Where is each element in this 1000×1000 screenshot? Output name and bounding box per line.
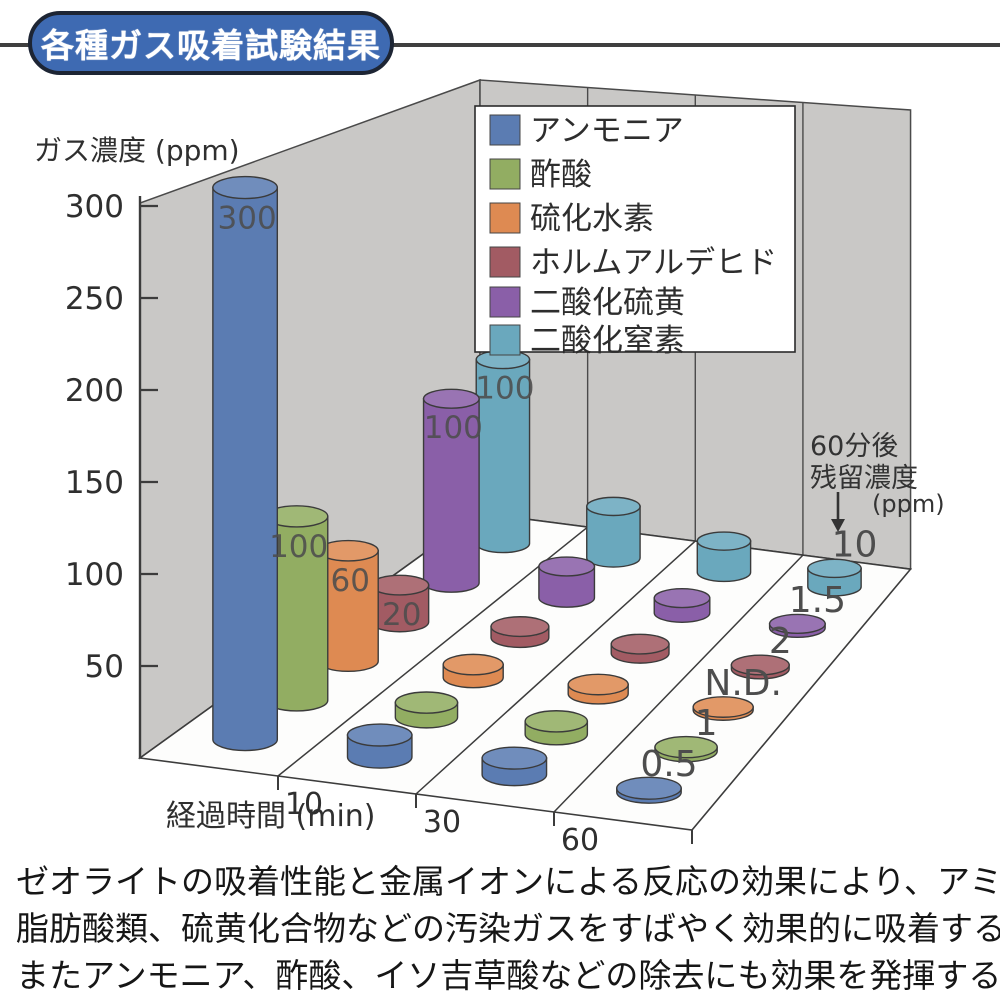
y-tick-label: 50 — [85, 649, 124, 685]
y-axis-title: ガス濃度 (ppm) — [34, 134, 240, 167]
header-rule — [0, 43, 1000, 47]
cylinder-ホルムアルデヒド-t60 — [730, 654, 790, 680]
floor-strip-line — [277, 526, 589, 777]
cylinder-top — [346, 723, 413, 747]
legend-swatch-二酸化硫黄 — [489, 286, 521, 318]
legend-swatch-ホルムアルデヒド — [489, 246, 521, 278]
cylinder-top — [370, 574, 430, 596]
cylinder-酢酸-t10 — [394, 691, 459, 729]
x-tick-label: 60 — [561, 823, 599, 856]
cylinder-硫化水素-t0 — [317, 539, 379, 673]
legend-label-硫化水素: 硫化水素 — [530, 201, 654, 237]
cylinder-top — [490, 616, 550, 638]
cylinder-アンモニア-t60 — [616, 776, 682, 804]
cylinder-top — [616, 776, 682, 800]
cylinder-硫化水素-t30 — [567, 673, 629, 705]
down-arrow-head-icon — [831, 519, 845, 532]
cylinder-top — [696, 531, 752, 551]
residual-value-label: 1.5 — [789, 580, 846, 621]
x-tick-label: 10 — [285, 787, 323, 822]
cylinder-top — [807, 558, 862, 579]
x-axis-title: 経過時間 (min) — [166, 799, 376, 834]
cylinder-top — [442, 653, 504, 676]
cylinder-top — [730, 654, 790, 676]
legend — [474, 105, 796, 353]
residual-value-label: 2 — [769, 621, 792, 662]
initial-value-label: 60 — [330, 563, 369, 599]
cylinder-酢酸-t30 — [524, 710, 589, 746]
cylinder-硫化水素-t10 — [442, 653, 504, 689]
cylinder-top — [538, 556, 596, 577]
legend-swatch-アンモニア — [489, 114, 521, 146]
y-tick-label: 300 — [65, 189, 124, 225]
cylinder-top — [654, 735, 718, 759]
legend-label-ホルムアルデヒド: ホルムアルデヒド — [530, 245, 777, 281]
legend-swatch-硫化水素 — [489, 202, 521, 234]
y-tick-label: 250 — [65, 281, 124, 317]
y-tick-label: 150 — [65, 465, 124, 501]
cylinder-酢酸-t60 — [654, 735, 718, 763]
y-tick-label: 200 — [65, 373, 124, 409]
cylinder-二酸化硫黄-t30 — [653, 587, 711, 623]
legend-label-アンモニア: アンモニア — [530, 113, 684, 149]
cylinder-top — [524, 710, 589, 733]
legend-swatch-酢酸 — [489, 158, 521, 190]
floor-strip-line — [415, 540, 696, 795]
description-paragraph: ゼオライトの吸着性能と金属イオンによる反応の効果により、アミン類、 脂肪酸類、硫… — [16, 858, 1000, 999]
initial-value-label: 100 — [475, 371, 534, 407]
cylinder-body — [538, 565, 596, 608]
cylinder-top — [567, 673, 629, 696]
cylinder-ホルムアルデヒド-t0 — [370, 574, 430, 633]
cylinder-二酸化窒素-t30 — [696, 531, 752, 583]
description-line-2: 脂肪酸類、硫黄化合物などの汚染ガスをすばやく効果的に吸着する。 — [16, 909, 1000, 948]
cylinder-body — [212, 186, 279, 752]
residual-value-label: 0.5 — [640, 744, 697, 785]
cylinder-top — [610, 633, 670, 655]
initial-value-label: 300 — [218, 201, 277, 237]
cylinder-top — [586, 496, 641, 517]
y-tick-label: 100 — [65, 557, 124, 593]
cylinder-アンモニア-t10 — [346, 723, 413, 769]
description-line-3: またアンモニア、酢酸、イソ吉草酸などの除去にも効果を発揮する。 — [16, 956, 1000, 995]
cylinder-body — [696, 540, 752, 583]
title-badge: 各種ガス吸着試験結果 — [28, 11, 394, 75]
cylinder-top — [653, 587, 711, 609]
floor-strip-line — [553, 554, 804, 813]
cylinder-アンモニア-t0 — [212, 175, 279, 752]
cylinder-二酸化硫黄-t10 — [538, 556, 596, 608]
residual-value-label: 1 — [695, 703, 718, 744]
cylinder-top — [481, 746, 548, 770]
x-tick-label: 30 — [423, 805, 461, 840]
annotation-line-2: 残留濃度 — [810, 463, 918, 494]
cylinder-硫化水素-t60 — [692, 696, 754, 721]
legend-swatch-二酸化窒素 — [489, 324, 521, 356]
residual-value-label: N.D. — [704, 663, 782, 704]
annotation-line-1: 60分後 — [810, 431, 898, 462]
legend-label-二酸化窒素: 二酸化窒素 — [530, 323, 685, 359]
cylinder-top — [422, 388, 480, 409]
residual-value-label: 10 — [832, 524, 878, 565]
cylinder-アンモニア-t30 — [481, 746, 548, 787]
cylinder-top — [394, 691, 459, 714]
cylinder-ホルムアルデヒド-t30 — [610, 633, 670, 664]
cylinder-二酸化硫黄-t60 — [768, 613, 826, 638]
legend-label-酢酸: 酢酸 — [530, 157, 592, 193]
legend-label-二酸化硫黄: 二酸化硫黄 — [530, 285, 685, 321]
cylinder-top — [692, 696, 754, 718]
cylinder-二酸化窒素-t10 — [586, 496, 641, 568]
cylinder-top — [212, 175, 279, 200]
initial-value-label: 20 — [382, 597, 421, 633]
initial-value-label: 100 — [424, 410, 483, 446]
cylinder-二酸化窒素-t60 — [807, 558, 862, 597]
cylinder-ホルムアルデヒド-t10 — [490, 616, 550, 649]
initial-value-label: 100 — [269, 529, 328, 565]
gas-adsorption-chart: 10 30 60 経過時間 (min) 50 100 150 200 250 300 ガス濃度 (p… — [34, 78, 945, 856]
cylinder-top — [768, 613, 826, 635]
page-title: 各種ガス吸着試験結果 — [41, 26, 381, 65]
annotation-line-3: (ppm) — [872, 490, 945, 518]
description-line-1: ゼオライトの吸着性能と金属イオンによる反応の効果により、アミン類、 — [16, 862, 1000, 901]
